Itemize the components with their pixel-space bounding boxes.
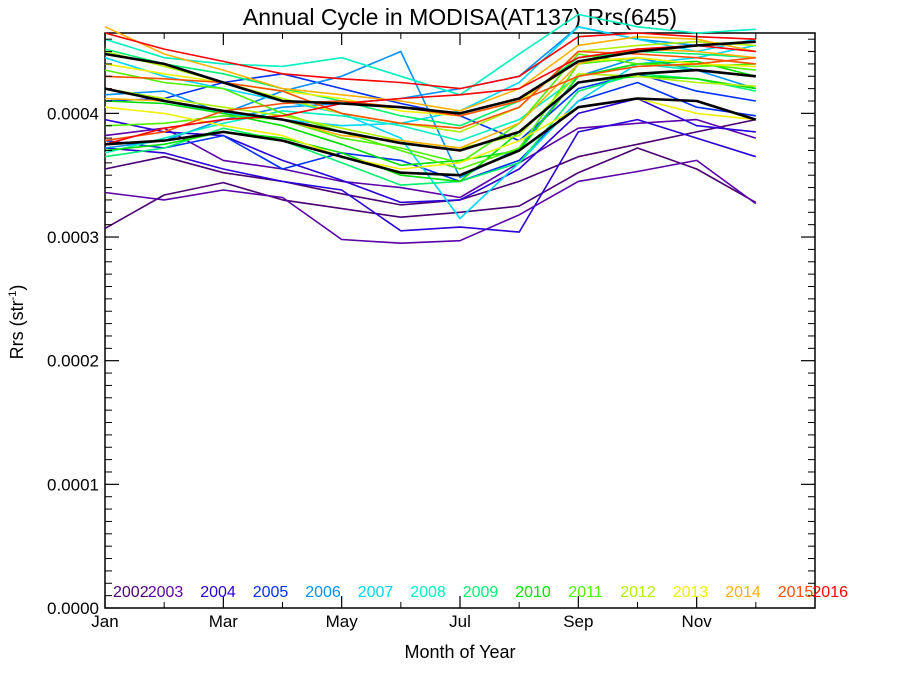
y-axis-label-sup: -1 xyxy=(7,291,19,301)
series-line-3 xyxy=(104,118,757,199)
legend-entry-2014: 2014 xyxy=(725,584,761,601)
legend-entry-2013: 2013 xyxy=(673,584,709,601)
plot-area: Jan Mar May Jul Sep Nov 0.00000.00010.00020.0… xyxy=(47,13,816,631)
y-tick-label-1: 0.0001 xyxy=(47,475,99,494)
series-line-24 xyxy=(104,26,756,112)
legend-entry-2010: 2010 xyxy=(515,584,551,601)
legend-entry-2002: 2002 xyxy=(113,584,149,601)
y-axis-label: Rrs (str-1) xyxy=(7,285,27,360)
series-line-30 xyxy=(104,68,756,152)
x-tick-label-3: Jul xyxy=(449,612,471,631)
series-line-14 xyxy=(104,73,756,186)
legend-entry-2008: 2008 xyxy=(410,584,446,601)
series-line-26 xyxy=(104,50,756,129)
y-tick-label-3: 0.0003 xyxy=(47,228,99,247)
x-tick-label-1: Mar xyxy=(209,612,239,631)
y-axis-label-close: ) xyxy=(7,285,27,291)
y-tick-label-0: 0.0000 xyxy=(47,599,99,618)
legend: 2002 2003 2004 2005 2006 2007 2008 2009 2010 2011… xyxy=(113,584,848,601)
y-axis: 0.0000 0.0001 0.0002 0.0003 0.0004 xyxy=(47,38,815,618)
legend-entry-2011: 2011 xyxy=(568,584,603,601)
series-line-2 xyxy=(104,159,757,244)
series-line-31 xyxy=(104,40,756,115)
legend-entry-2006: 2006 xyxy=(305,584,341,601)
x-axis-label: Month of Year xyxy=(404,642,515,662)
y-tick-label-4: 0.0004 xyxy=(47,104,99,123)
series-line-1 xyxy=(104,118,756,206)
plot-frame xyxy=(104,32,816,609)
series-line-15 xyxy=(104,48,756,127)
series-line-29 xyxy=(104,44,756,146)
legend-entry-2016: 2016 xyxy=(812,584,848,601)
series-line-23 xyxy=(104,56,756,117)
series-line-17 xyxy=(104,60,756,167)
chart-title: Annual Cycle in MODISA(AT137) Rrs(645) xyxy=(243,4,677,30)
x-tick-label-2: May xyxy=(326,612,359,631)
legend-entry-2009: 2009 xyxy=(463,584,499,601)
series-line-28 xyxy=(104,32,756,90)
y-tick-label-2: 0.0002 xyxy=(47,352,99,371)
series-line-4 xyxy=(104,118,757,233)
x-tick-label-4: Sep xyxy=(563,612,593,631)
x-tick-label-5: Nov xyxy=(682,612,713,631)
series-line-22 xyxy=(104,97,756,170)
series-line-19 xyxy=(104,53,756,164)
legend-entry-2003: 2003 xyxy=(148,584,184,601)
series-line-0 xyxy=(104,147,757,230)
series-line-6 xyxy=(104,81,756,183)
legend-entry-2004: 2004 xyxy=(200,584,236,601)
series-group xyxy=(104,13,757,244)
legend-entry-2007: 2007 xyxy=(358,584,394,601)
series-line-5 xyxy=(104,97,756,204)
legend-entry-2005: 2005 xyxy=(253,584,289,601)
legend-entry-2012: 2012 xyxy=(620,584,656,601)
y-axis-label-main: Rrs (str xyxy=(7,300,27,359)
legend-entry-2015: 2015 xyxy=(778,584,814,601)
x-tick-label-0: Jan xyxy=(91,612,118,631)
series-line-32 xyxy=(104,97,757,177)
x-axis: Jan Mar May Jul Sep Nov xyxy=(91,33,757,631)
